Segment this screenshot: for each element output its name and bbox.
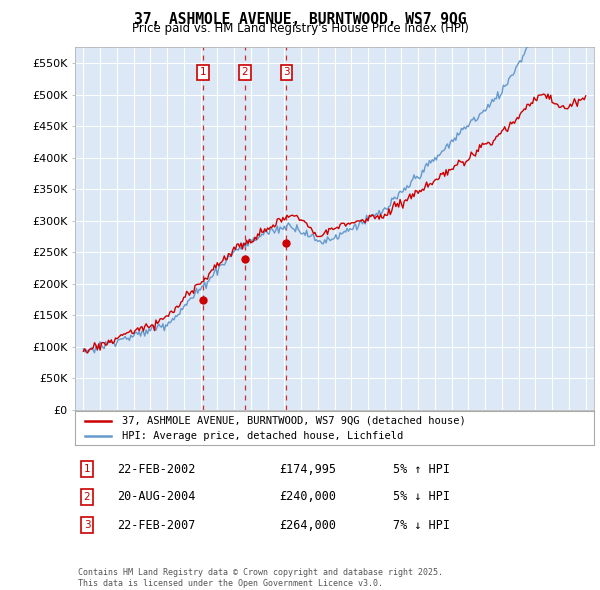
Text: £264,000: £264,000 (279, 519, 336, 532)
Text: 2: 2 (241, 67, 248, 77)
Text: 1: 1 (83, 464, 91, 474)
Text: 22-FEB-2002: 22-FEB-2002 (117, 463, 196, 476)
Text: HPI: Average price, detached house, Lichfield: HPI: Average price, detached house, Lich… (122, 431, 403, 441)
Text: Contains HM Land Registry data © Crown copyright and database right 2025.
This d: Contains HM Land Registry data © Crown c… (78, 568, 443, 588)
Text: Price paid vs. HM Land Registry's House Price Index (HPI): Price paid vs. HM Land Registry's House … (131, 22, 469, 35)
Text: £240,000: £240,000 (279, 490, 336, 503)
Text: 37, ASHMOLE AVENUE, BURNTWOOD, WS7 9QG (detached house): 37, ASHMOLE AVENUE, BURNTWOOD, WS7 9QG (… (122, 416, 466, 426)
Text: 22-FEB-2007: 22-FEB-2007 (117, 519, 196, 532)
Text: £174,995: £174,995 (279, 463, 336, 476)
Text: 20-AUG-2004: 20-AUG-2004 (117, 490, 196, 503)
Text: 3: 3 (83, 520, 91, 530)
Text: 1: 1 (199, 67, 206, 77)
Text: 5% ↓ HPI: 5% ↓ HPI (393, 490, 450, 503)
Text: 7% ↓ HPI: 7% ↓ HPI (393, 519, 450, 532)
Text: 3: 3 (283, 67, 290, 77)
Text: 5% ↑ HPI: 5% ↑ HPI (393, 463, 450, 476)
Text: 2: 2 (83, 492, 91, 502)
Text: 37, ASHMOLE AVENUE, BURNTWOOD, WS7 9QG: 37, ASHMOLE AVENUE, BURNTWOOD, WS7 9QG (134, 12, 466, 27)
